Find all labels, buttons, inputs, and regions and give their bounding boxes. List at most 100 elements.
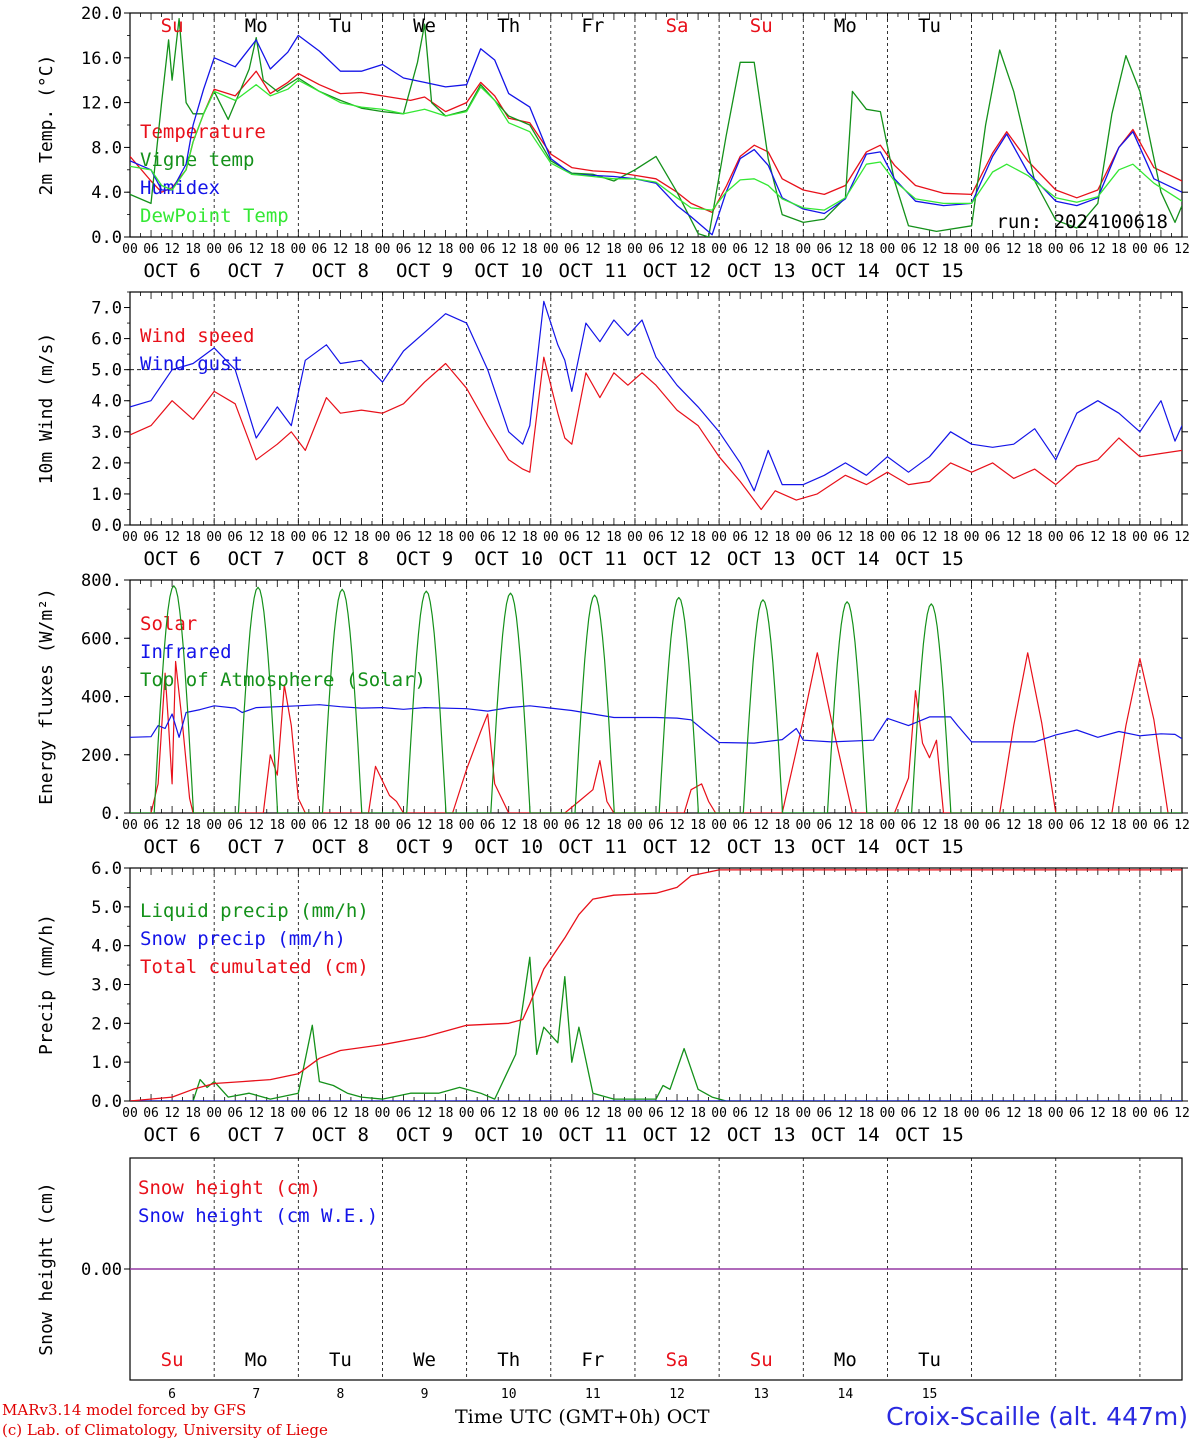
hour-tick-label: 12 xyxy=(922,530,938,545)
hour-tick-label: 12 xyxy=(164,530,180,545)
day-number: 13 xyxy=(753,1387,769,1402)
hour-tick-label: 00 xyxy=(1132,242,1148,257)
hour-tick-label: 12 xyxy=(1174,818,1190,833)
hour-tick-label: 00 xyxy=(627,1106,643,1121)
y-tick-label: 6.0 xyxy=(91,330,122,350)
hour-tick-label: 00 xyxy=(1132,530,1148,545)
hour-tick-label: 12 xyxy=(333,242,349,257)
hour-tick-label: 00 xyxy=(206,818,222,833)
hour-tick-label: 12 xyxy=(417,530,433,545)
hour-tick-label: 18 xyxy=(1111,530,1127,545)
hour-tick-label: 12 xyxy=(1174,530,1190,545)
hour-tick-label: 00 xyxy=(375,818,391,833)
y-axis-label: Snow height (cm) xyxy=(36,1182,57,1355)
date-tick-label: OCT 10 xyxy=(474,548,543,570)
y-axis-label: Energy fluxes (W/m²) xyxy=(36,588,57,805)
series-line xyxy=(130,34,1182,236)
hour-tick-label: 00 xyxy=(880,242,896,257)
y-tick-label: 5.0 xyxy=(91,361,122,381)
hour-tick-label: 00 xyxy=(964,242,980,257)
hour-tick-label: 00 xyxy=(880,818,896,833)
day-name: Sa xyxy=(666,1349,689,1371)
hour-tick-label: 00 xyxy=(206,242,222,257)
day-number: 12 xyxy=(669,1387,685,1402)
hour-tick-label: 18 xyxy=(859,242,875,257)
series-line xyxy=(130,300,1182,492)
hour-tick-label: 06 xyxy=(480,818,496,833)
y-tick-label: 400. xyxy=(81,688,122,708)
hour-tick-label: 18 xyxy=(185,530,201,545)
hour-tick-label: 06 xyxy=(480,530,496,545)
day-name: We xyxy=(413,15,436,37)
hour-tick-label: 12 xyxy=(1174,1106,1190,1121)
y-tick-label: 600. xyxy=(81,629,122,649)
hour-tick-label: 00 xyxy=(795,818,811,833)
day-name: Th xyxy=(497,15,520,37)
hour-tick-label: 12 xyxy=(248,818,264,833)
hour-tick-label: 06 xyxy=(564,1106,580,1121)
hour-tick-label: 06 xyxy=(901,242,917,257)
hour-tick-label: 12 xyxy=(922,242,938,257)
hour-tick-label: 18 xyxy=(354,530,370,545)
day-number: 14 xyxy=(838,1387,854,1402)
model-credit: MARv3.14 model forced by GFS xyxy=(2,1401,247,1419)
date-tick-label: OCT 6 xyxy=(143,1124,200,1146)
day-name: Mo xyxy=(834,1349,857,1371)
hour-tick-label: 12 xyxy=(753,818,769,833)
date-tick-label: OCT 6 xyxy=(143,836,200,858)
day-name: Su xyxy=(750,1349,773,1371)
legend-entry: Total cumulated (cm) xyxy=(140,956,369,978)
y-tick-label: 4.0 xyxy=(91,183,122,203)
hour-tick-label: 06 xyxy=(143,1106,159,1121)
panel-frame xyxy=(129,12,1183,238)
hour-tick-label: 00 xyxy=(459,1106,475,1121)
hour-tick-label: 18 xyxy=(690,530,706,545)
date-tick-label: OCT 10 xyxy=(474,836,543,858)
hour-tick-label: 18 xyxy=(943,1106,959,1121)
hour-tick-label: 06 xyxy=(564,818,580,833)
date-tick-label: OCT 12 xyxy=(643,836,712,858)
hour-tick-label: 06 xyxy=(227,818,243,833)
day-name: Tu xyxy=(329,1349,352,1371)
hour-tick-label: 12 xyxy=(501,530,517,545)
hour-tick-label: 06 xyxy=(816,242,832,257)
legend-entry: Snow precip (mm/h) xyxy=(140,928,346,950)
hour-tick-label: 18 xyxy=(1027,530,1043,545)
panel-2: 00 06 12 18 00 06 12 18 00 06 12 18 00 06 12 18 00 06 12 18… xyxy=(36,291,1190,570)
hour-tick-label: 18 xyxy=(438,530,454,545)
date-tick-label: OCT 13 xyxy=(727,548,796,570)
legend-entry: Vigne temp xyxy=(140,149,254,171)
hour-tick-label: 00 xyxy=(627,818,643,833)
hour-tick-label: 00 xyxy=(1048,242,1064,257)
day-number: 11 xyxy=(585,1387,601,1402)
hour-tick-label: 00 xyxy=(375,242,391,257)
hour-tick-label: 00 xyxy=(122,530,138,545)
hour-tick-label: 18 xyxy=(522,530,538,545)
hour-tick-label: 12 xyxy=(333,530,349,545)
panel-5: 0.00 Snow height (cm) Snow height (cm) Snow… xyxy=(36,1157,1188,1402)
hour-tick-label: 00 xyxy=(964,818,980,833)
day-name: Tu xyxy=(918,1349,941,1371)
date-tick-label: OCT 11 xyxy=(559,260,628,282)
hour-tick-label: 06 xyxy=(816,1106,832,1121)
hour-tick-label: 00 xyxy=(206,530,222,545)
date-tick-label: OCT 9 xyxy=(396,836,453,858)
hour-tick-label: 12 xyxy=(1090,818,1106,833)
hour-tick-label: 00 xyxy=(290,818,306,833)
date-tick-label: OCT 9 xyxy=(396,260,453,282)
hour-tick-label: 00 xyxy=(711,818,727,833)
hour-tick-label: 06 xyxy=(648,818,664,833)
hour-tick-label: 06 xyxy=(732,530,748,545)
hour-tick-label: 12 xyxy=(1006,1106,1022,1121)
day-number: 15 xyxy=(922,1387,938,1402)
date-tick-label: OCT 7 xyxy=(228,548,285,570)
hour-tick-label: 12 xyxy=(669,242,685,257)
hour-tick-label: 06 xyxy=(1069,242,1085,257)
hour-tick-label: 18 xyxy=(859,818,875,833)
date-tick-label: OCT 8 xyxy=(312,1124,369,1146)
hour-tick-label: 12 xyxy=(753,1106,769,1121)
date-tick-label: OCT 14 xyxy=(811,548,880,570)
hour-tick-label: 18 xyxy=(185,1106,201,1121)
hour-tick-label: 12 xyxy=(922,818,938,833)
hour-tick-label: 00 xyxy=(1048,1106,1064,1121)
